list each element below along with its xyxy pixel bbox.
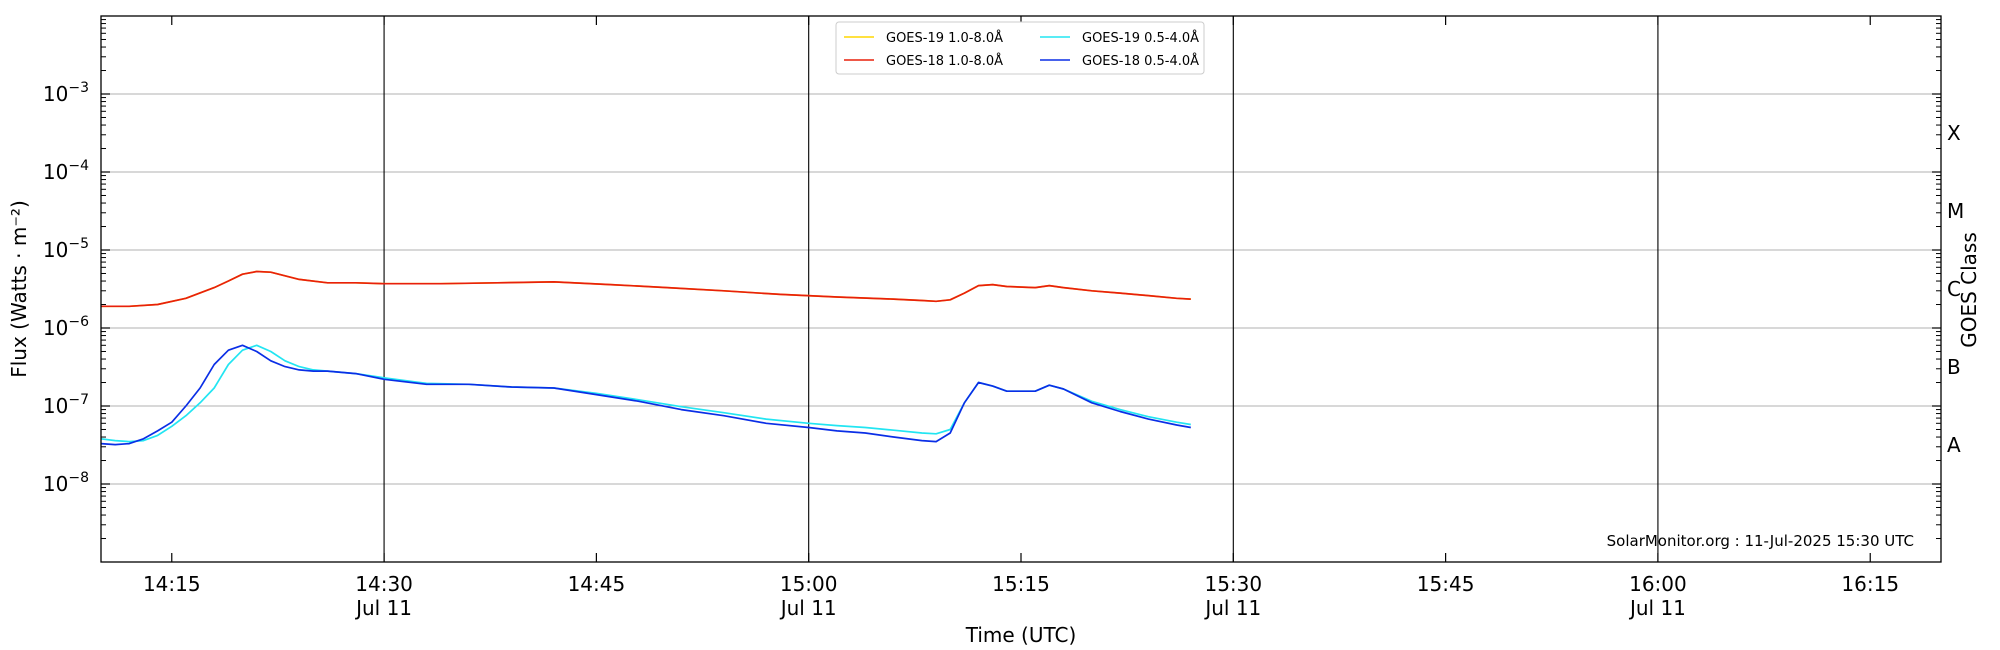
vertical-day-lines bbox=[383, 16, 1659, 562]
legend-label-2: GOES-18 1.0-8.0Å bbox=[886, 53, 1003, 69]
x-tick-label: 14:45 bbox=[568, 572, 626, 596]
y-tick-label: 10−5 bbox=[43, 236, 89, 262]
x-tick-label: 15:45 bbox=[1417, 572, 1475, 596]
right-axis-label: GOES Class bbox=[1957, 232, 1981, 348]
goes-class-label: A bbox=[1947, 433, 1961, 457]
goes-class-label: X bbox=[1947, 121, 1961, 145]
x-tick-label: 15:00 bbox=[780, 572, 838, 596]
x-tick-label: 16:15 bbox=[1841, 572, 1899, 596]
y-tick-label: 10−8 bbox=[43, 470, 89, 496]
credit-text: SolarMonitor.org : 11-Jul-2025 15:30 UTC bbox=[1607, 532, 1914, 550]
x-tick-label: 14:15 bbox=[143, 572, 201, 596]
x-tick-label: 14:30 bbox=[355, 572, 413, 596]
y-tick-label: 10−3 bbox=[43, 80, 89, 106]
y-tick-label: 10−7 bbox=[43, 392, 89, 418]
legend: GOES-19 1.0-8.0Å GOES-18 1.0-8.0Å GOES-19 … bbox=[835, 21, 1205, 75]
goes-class-label: C bbox=[1947, 277, 1961, 301]
goes-class-label: B bbox=[1947, 355, 1961, 379]
tick-layer bbox=[101, 16, 1941, 562]
y-axis-label: Flux (Watts · m⁻²) bbox=[7, 200, 31, 378]
legend-box bbox=[835, 21, 1205, 75]
legend-label-3: GOES-19 0.5-4.0Å bbox=[1082, 30, 1199, 46]
series-line-1 bbox=[101, 270, 1191, 308]
legend-label-4: GOES-18 0.5-4.0Å bbox=[1082, 53, 1199, 69]
legend-label-1: GOES-19 1.0-8.0Å bbox=[886, 30, 1003, 46]
x-tick-label: 15:30 bbox=[1204, 572, 1262, 596]
y-tick-label: 10−4 bbox=[43, 158, 89, 184]
goes-class-label: M bbox=[1947, 199, 1964, 223]
series-line-3 bbox=[100, 344, 1191, 443]
x-tick-sublabel: Jul 11 bbox=[1203, 596, 1261, 620]
x-tick-sublabel: Jul 11 bbox=[1628, 596, 1686, 620]
x-tick-label: 16:00 bbox=[1629, 572, 1687, 596]
x-tick-label: 15:15 bbox=[992, 572, 1050, 596]
x-axis-label: Time (UTC) bbox=[965, 623, 1077, 647]
y-tick-label: 10−6 bbox=[43, 314, 89, 340]
x-tick-sublabel: Jul 11 bbox=[779, 596, 837, 620]
x-tick-sublabel: Jul 11 bbox=[354, 596, 412, 620]
series-layer bbox=[100, 270, 1191, 446]
grid-layer bbox=[101, 93, 1941, 485]
plot-frame bbox=[100, 15, 1942, 563]
series-line-4 bbox=[100, 344, 1191, 446]
series-line-2 bbox=[101, 270, 1191, 308]
